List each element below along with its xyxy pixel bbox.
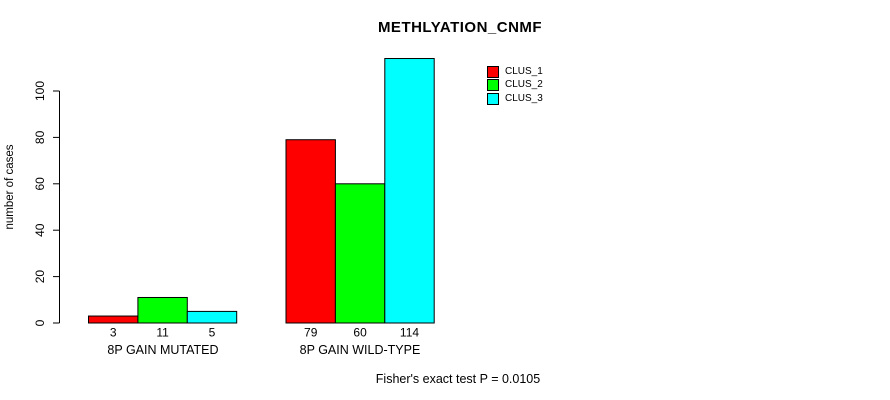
legend-label: CLUS_1: [505, 65, 543, 77]
bar-clus_3-group0: [186, 310, 238, 324]
x-category-label-mutated: 8P GAIN MUTATED: [107, 343, 219, 357]
legend-item: CLUS_3: [487, 92, 543, 106]
legend-swatch-clus1: [487, 65, 499, 78]
legend-item: CLUS_2: [487, 79, 543, 93]
x-category-label-wild-type: 8P GAIN WILD-TYPE: [299, 343, 421, 357]
chart-title: METHLYATION_CNMF: [377, 19, 543, 36]
bar-clus_2-group0: [137, 296, 188, 324]
legend-label: CLUS_3: [505, 92, 543, 104]
bar-value-label: 60: [353, 326, 367, 340]
bar-clus_3-group1: [384, 58, 435, 324]
y-tick-label: 20: [33, 270, 47, 284]
bar-clus_2-group1: [334, 183, 386, 324]
y-tick-label: 0: [33, 319, 47, 326]
legend: CLUS_1 CLUS_2 CLUS_3: [487, 65, 543, 106]
bar-value-label: 5: [209, 326, 216, 340]
y-tick-label: 60: [33, 177, 47, 191]
legend-swatch-clus3: [487, 92, 499, 105]
y-tick-label: 40: [33, 223, 47, 237]
stat-test-caption: Fisher's exact test P = 0.0105: [375, 372, 541, 386]
bar-value-label: 11: [156, 326, 169, 340]
y-tick-label: 80: [33, 130, 47, 144]
bar-value-label: 3: [110, 326, 117, 340]
bar-clus_1-group1: [285, 139, 336, 324]
legend-item: CLUS_1: [487, 65, 543, 79]
legend-swatch-clus2: [487, 79, 499, 92]
legend-label: CLUS_2: [505, 79, 543, 91]
bar-value-label: 114: [400, 326, 419, 340]
bar-value-label: 79: [304, 326, 318, 340]
y-tick-label: 100: [33, 81, 47, 101]
bar-clus_1-group0: [88, 315, 139, 324]
